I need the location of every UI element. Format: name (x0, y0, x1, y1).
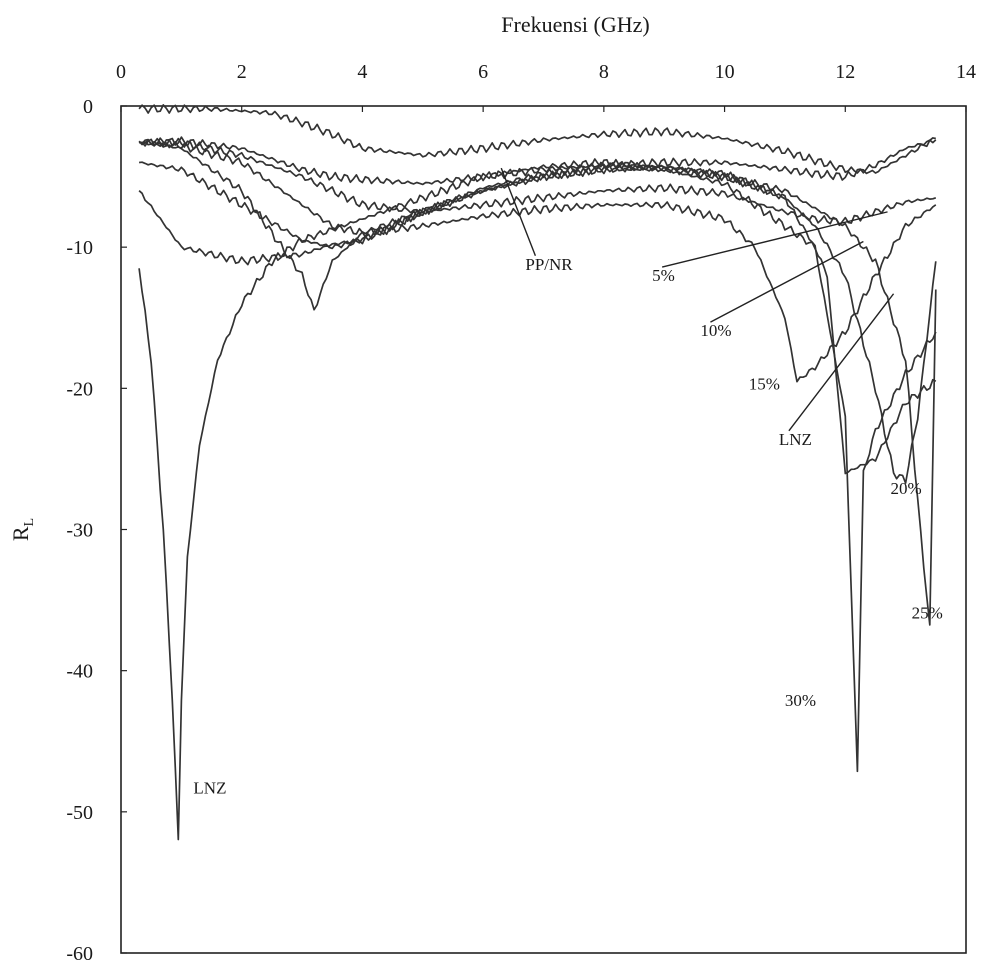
annotation-label: 30% (785, 691, 816, 710)
annotation-label: 5% (652, 266, 675, 285)
series-line-10 (138, 137, 937, 227)
annotation-leader-line (788, 293, 895, 432)
y-tick-label: -10 (66, 237, 93, 259)
y-tick-label: -30 (66, 520, 93, 542)
annotation-label: LNZ (193, 778, 226, 797)
x-axis-title: Frekuensi (GHz) (501, 12, 649, 37)
x-tick-label: 8 (599, 61, 609, 83)
x-tick-label: 14 (956, 61, 976, 83)
x-tick-label: 2 (237, 61, 247, 83)
series-line-30 (138, 139, 937, 773)
annotation-label: 20% (891, 479, 922, 498)
x-tick-label: 4 (357, 61, 367, 83)
y-tick-label: -20 (66, 378, 93, 400)
y-tick-label: 0 (83, 96, 93, 118)
x-tick-label: 6 (478, 61, 488, 83)
annotation-leader-line (710, 240, 864, 323)
annotation-label: 25% (912, 603, 943, 622)
y-axis-title: RL (8, 518, 37, 541)
series-line-20 (139, 161, 937, 484)
series-line-ppnr (138, 104, 936, 175)
annotation-label: 15% (749, 375, 780, 394)
y-tick-label: -40 (66, 661, 93, 683)
series-line-25 (138, 161, 937, 626)
annotation-label: 10% (700, 321, 731, 340)
y-tick-label: -60 (66, 943, 93, 965)
x-tick-label: 0 (116, 61, 126, 83)
annotation-label: PP/NR (525, 255, 573, 274)
annotation-leader-line (661, 211, 888, 268)
series-line-lnz (138, 158, 937, 841)
x-tick-label: 12 (835, 61, 855, 83)
x-tick-label: 10 (715, 61, 735, 83)
annotation-label: LNZ (779, 430, 812, 449)
y-tick-label: -50 (66, 802, 93, 824)
annotation-leader-line (500, 167, 537, 257)
series-line-15 (139, 140, 937, 383)
plot-frame (120, 105, 967, 954)
